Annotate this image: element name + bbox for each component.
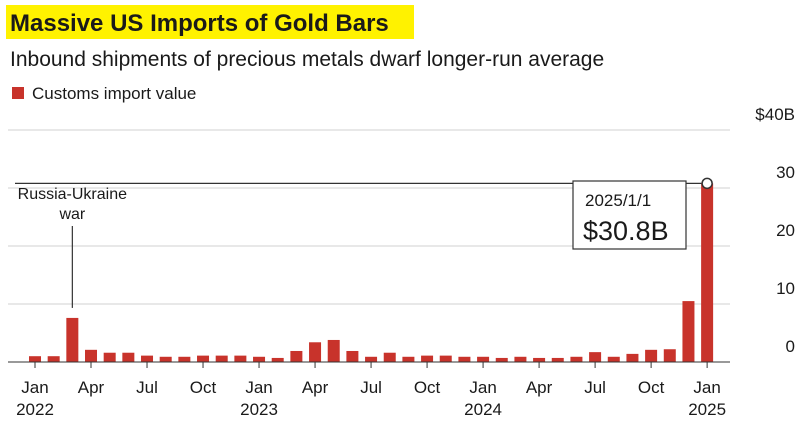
bar [327, 339, 340, 362]
bar [458, 356, 471, 362]
bar [122, 352, 135, 362]
x-tick-label: Jul [136, 378, 158, 397]
callout-box [572, 180, 687, 250]
bar [607, 356, 620, 362]
x-tick-label: Apr [526, 378, 553, 397]
bar [626, 353, 639, 362]
bar [103, 352, 116, 362]
bar [234, 355, 247, 362]
bar [663, 349, 676, 362]
bar [533, 357, 546, 362]
bar [365, 356, 378, 362]
x-tick-label: Jan 2024 [464, 378, 502, 419]
title-highlight [6, 5, 414, 39]
bar [66, 317, 79, 362]
bar [570, 356, 583, 362]
chart-subtitle: Inbound shipments of precious metals dwa… [10, 48, 604, 71]
y-tick-label: $40B [755, 105, 795, 124]
bar [495, 357, 508, 362]
y-tick-label: 0 [786, 337, 795, 356]
bar [402, 356, 415, 362]
y-tick-label: 20 [776, 221, 795, 240]
annotation: Russia-Ukraine war [18, 186, 127, 223]
bar [178, 356, 191, 362]
x-tick-label: Apr [302, 378, 329, 397]
x-tick-label: Jan 2023 [240, 378, 278, 419]
x-tick-label: Oct [414, 378, 441, 397]
y-tick-label: 30 [776, 163, 795, 182]
bar [439, 355, 452, 362]
bar [85, 349, 98, 362]
bar [477, 356, 490, 362]
x-tick-label: Oct [638, 378, 665, 397]
bar [141, 355, 154, 362]
x-tick-label: Jul [360, 378, 382, 397]
bar [29, 356, 41, 362]
bar [290, 350, 303, 362]
x-tick-label: Jan 2025 [688, 378, 726, 419]
value-label: $30.8B [583, 216, 669, 246]
x-tick-label: Jan 2022 [16, 378, 54, 419]
bar [421, 355, 434, 362]
bar [645, 349, 658, 362]
bar [383, 352, 396, 362]
bar [346, 350, 359, 362]
bar [682, 301, 695, 362]
bar [309, 342, 322, 362]
x-tick-label: Jul [584, 378, 606, 397]
bar [514, 356, 527, 362]
x-tick-label: Apr [78, 378, 105, 397]
legend: Customs import value [12, 84, 196, 103]
bar [253, 356, 266, 362]
callout-date: 2025/1/1 [585, 191, 651, 210]
bar [47, 356, 60, 362]
chart-title: Massive US Imports of Gold Bars [10, 10, 389, 37]
bar [589, 352, 602, 362]
legend-label: Customs import value [32, 84, 196, 103]
legend-swatch [12, 87, 24, 99]
bar [551, 357, 564, 362]
bar [271, 357, 284, 362]
x-tick-label: Oct [190, 378, 217, 397]
point-marker [701, 177, 713, 190]
bar [159, 356, 172, 362]
bar [197, 355, 210, 362]
y-tick-label: 10 [776, 279, 795, 298]
bar [701, 183, 714, 362]
bar [215, 355, 228, 362]
